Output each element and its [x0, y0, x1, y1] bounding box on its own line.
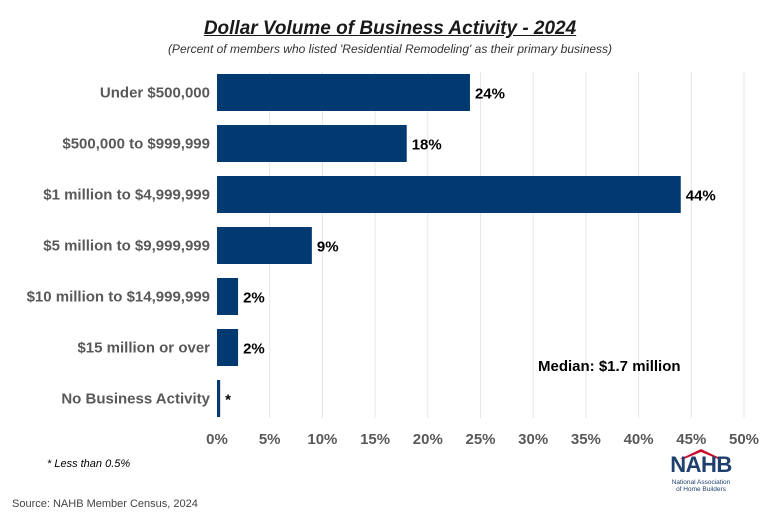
chart-subtitle: (Percent of members who listed 'Resident… [167, 42, 613, 56]
category-label: Under $500,000 [100, 85, 210, 102]
x-axis-ticks: 0% 5% 10% 15% 20% 25% 30% 35% 40% 45% 50% [206, 431, 759, 448]
bar [217, 329, 239, 366]
category-label: No Business Activity [61, 391, 210, 408]
x-tick-label: 50% [729, 431, 759, 448]
x-tick-label: 25% [465, 431, 495, 448]
x-tick-label: 35% [571, 431, 601, 448]
x-tick-label: 15% [360, 431, 390, 448]
bar [217, 227, 312, 264]
median-annotation: Median: $1.7 million [538, 358, 681, 375]
data-label: 24% [475, 86, 505, 103]
x-tick-label: 45% [676, 431, 706, 448]
x-tick-label: 30% [518, 431, 548, 448]
category-label: $5 million to $9,999,999 [43, 238, 210, 255]
data-label: 2% [243, 290, 265, 307]
bar [217, 278, 239, 315]
data-label: * [225, 392, 231, 409]
logo-letters: NAHB [670, 452, 732, 477]
roof-icon [680, 449, 722, 459]
logo-org-name: National Association of Home Builders [671, 479, 731, 493]
category-label: $10 million to $14,999,999 [27, 289, 210, 306]
data-label: 18% [412, 137, 442, 154]
category-label: $15 million or over [77, 340, 210, 357]
chart-title: Dollar Volume of Business Activity - 202… [203, 18, 577, 39]
data-label: 9% [317, 239, 339, 256]
bar [217, 125, 407, 162]
footnote: * Less than 0.5% [47, 458, 131, 470]
nahb-logo: NAHB National Association of Home Builde… [670, 448, 732, 506]
x-tick-label: 20% [413, 431, 443, 448]
source-note: Source: NAHB Member Census, 2024 [12, 498, 198, 510]
x-tick-label: 0% [206, 431, 228, 448]
bar [217, 380, 221, 417]
x-tick-label: 5% [259, 431, 281, 448]
category-label: $1 million to $4,999,999 [43, 187, 210, 204]
bar [217, 74, 470, 111]
data-label: 44% [686, 188, 716, 205]
bar [217, 176, 681, 213]
data-label: 2% [243, 341, 265, 358]
x-tick-label: 40% [624, 431, 654, 448]
bars [217, 74, 681, 417]
category-labels: Under $500,000 $500,000 to $999,999 $1 mil… [27, 85, 211, 408]
category-label: $500,000 to $999,999 [62, 136, 210, 153]
x-tick-label: 10% [307, 431, 337, 448]
data-labels: 24% 18% 44% 9% 2% 2% * [225, 86, 716, 409]
